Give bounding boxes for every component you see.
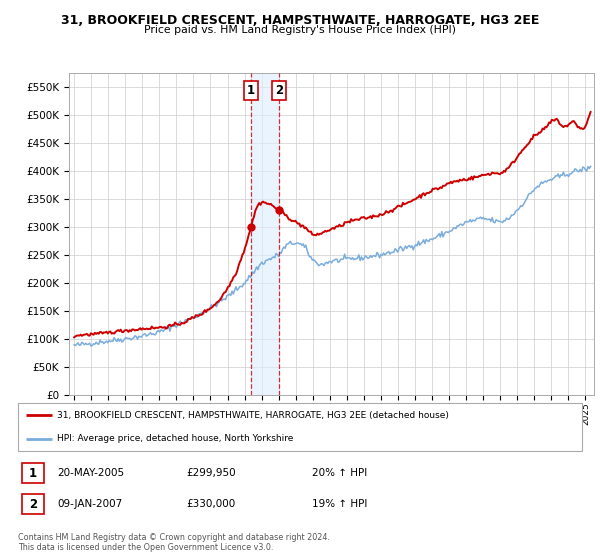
Text: Price paid vs. HM Land Registry's House Price Index (HPI): Price paid vs. HM Land Registry's House …	[144, 25, 456, 35]
Text: 31, BROOKFIELD CRESCENT, HAMPSTHWAITE, HARROGATE, HG3 2EE: 31, BROOKFIELD CRESCENT, HAMPSTHWAITE, H…	[61, 14, 539, 27]
Text: 09-JAN-2007: 09-JAN-2007	[57, 499, 122, 509]
Text: 31, BROOKFIELD CRESCENT, HAMPSTHWAITE, HARROGATE, HG3 2EE (detached house): 31, BROOKFIELD CRESCENT, HAMPSTHWAITE, H…	[58, 410, 449, 419]
Text: £299,950: £299,950	[186, 468, 236, 478]
Text: £330,000: £330,000	[186, 499, 235, 509]
Text: HPI: Average price, detached house, North Yorkshire: HPI: Average price, detached house, Nort…	[58, 435, 294, 444]
Text: This data is licensed under the Open Government Licence v3.0.: This data is licensed under the Open Gov…	[18, 543, 274, 552]
Text: 20% ↑ HPI: 20% ↑ HPI	[312, 468, 367, 478]
Text: Contains HM Land Registry data © Crown copyright and database right 2024.: Contains HM Land Registry data © Crown c…	[18, 533, 330, 542]
Text: 2: 2	[29, 497, 37, 511]
Text: 1: 1	[29, 466, 37, 480]
Text: 2: 2	[275, 84, 283, 97]
Text: 19% ↑ HPI: 19% ↑ HPI	[312, 499, 367, 509]
Text: 1: 1	[247, 84, 255, 97]
Text: 20-MAY-2005: 20-MAY-2005	[57, 468, 124, 478]
Bar	[251, 73, 279, 395]
